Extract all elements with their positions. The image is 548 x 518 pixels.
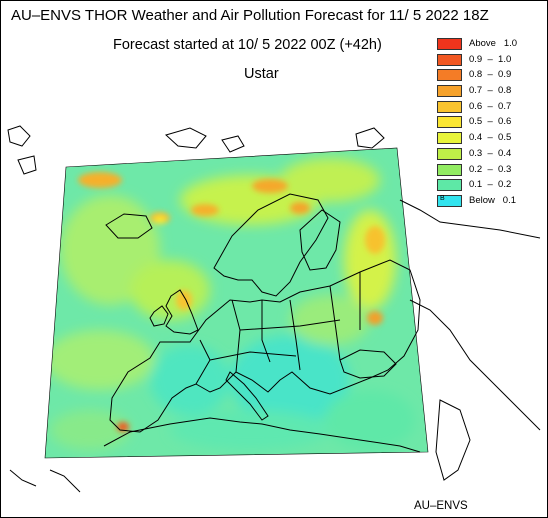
legend-swatch — [437, 132, 462, 145]
legend-label: Above 1.0 — [469, 38, 518, 49]
legend-swatch: B — [437, 194, 462, 207]
forecast-start-label: Forecast started at 10/ 5 2022 00Z (+42h… — [113, 37, 382, 53]
legend-label: 0.1 – 0.2 — [469, 179, 512, 191]
legend-label: 0.5 – 0.6 — [469, 116, 512, 128]
country-borders — [195, 272, 361, 385]
legend-swatch — [437, 38, 462, 50]
coast-arctic-russia — [399, 199, 541, 239]
coast-atlantic-fragments — [9, 469, 81, 493]
legend-label: 0.9 – 1.0 — [469, 53, 512, 65]
coast-russia-east — [409, 299, 541, 431]
coastlines-layer — [7, 125, 541, 493]
forecast-map — [7, 125, 541, 493]
legend-row: 0.2 – 0.3 — [437, 163, 545, 179]
coast-north-africa — [103, 417, 421, 453]
coast-caspian — [435, 399, 471, 481]
legend-marker: B — [440, 194, 445, 202]
legend-swatch — [437, 53, 462, 66]
legend-row: 0.8 – 0.9 — [437, 68, 545, 84]
legend-swatch — [437, 179, 462, 192]
coast-black-sea — [339, 349, 397, 379]
coast-britain — [165, 289, 199, 335]
legend-label: 0.2 – 0.3 — [469, 163, 512, 175]
color-legend: Above 1.0 0.9 – 1.0 0.8 – 0.9 0.7 – 0.8 … — [437, 37, 545, 210]
field-layer — [45, 148, 428, 458]
domain-outline — [44, 147, 429, 459]
legend-label: 0.7 – 0.8 — [469, 85, 512, 97]
coast-europe — [109, 259, 421, 433]
legend-label: 0.3 – 0.4 — [469, 147, 512, 159]
legend-row: B Below 0.1 — [437, 194, 545, 210]
legend-swatch — [437, 100, 462, 113]
legend-label: Below 0.1 — [469, 194, 516, 206]
figure-title: AU–ENVS THOR Weather and Air Pollution F… — [11, 7, 489, 24]
legend-swatch — [437, 85, 462, 98]
legend-row: 0.3 – 0.4 — [437, 147, 545, 163]
legend-row: 0.7 – 0.8 — [437, 84, 545, 100]
legend-row: 0.9 – 1.0 — [437, 53, 545, 69]
coast-ireland — [149, 305, 169, 327]
legend-swatch — [437, 163, 462, 176]
legend-label: 0.8 – 0.9 — [469, 69, 512, 81]
coast-iceland — [105, 213, 153, 239]
legend-swatch — [437, 116, 462, 129]
coast-finland — [299, 209, 341, 271]
legend-swatch — [437, 147, 462, 160]
legend-row: 0.5 – 0.6 — [437, 115, 545, 131]
variable-label: Ustar — [244, 66, 279, 82]
coast-scandinavia — [213, 193, 329, 297]
legend-row: Above 1.0 — [437, 37, 545, 53]
coast-arctic-islands — [7, 125, 385, 175]
coast-italy — [225, 371, 269, 421]
legend-swatch — [437, 69, 462, 82]
legend-row: 0.1 – 0.2 — [437, 178, 545, 194]
legend-row: 0.4 – 0.5 — [437, 131, 545, 147]
legend-label: 0.4 – 0.5 — [469, 132, 512, 144]
credit-label: AU–ENVS — [414, 500, 468, 512]
legend-label: 0.6 – 0.7 — [469, 100, 512, 112]
legend-row: 0.6 – 0.7 — [437, 100, 545, 116]
